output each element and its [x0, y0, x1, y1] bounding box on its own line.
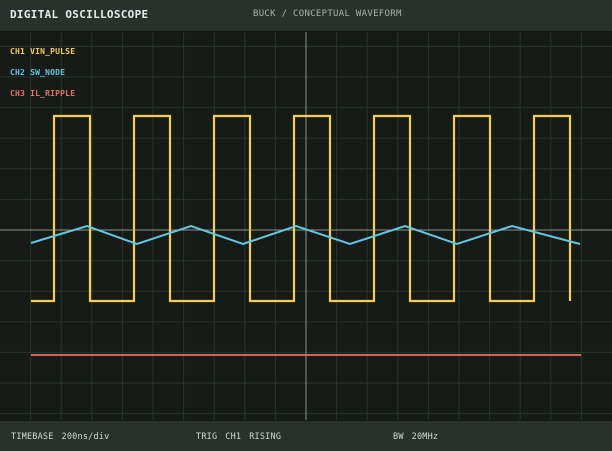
- trigger-channel: CH1: [225, 432, 242, 442]
- status-bar: TIMEBASE 200ns/div TRIG CH1 RISING BW 20MHz: [0, 420, 612, 451]
- trigger-label: TRIG: [196, 432, 218, 442]
- trace-ch2: [30, 224, 581, 246]
- bandwidth-value: 20MHz: [411, 432, 439, 442]
- trigger-readout[interactable]: TRIG CH1 RISING: [196, 432, 281, 442]
- bandwidth-readout[interactable]: BW 20MHz: [393, 432, 438, 442]
- app-title: DIGITAL OSCILLOSCOPE: [10, 8, 149, 21]
- timebase-label: TIMEBASE: [11, 432, 54, 442]
- timebase-value: 200ns/div: [61, 432, 110, 442]
- title-bar: DIGITAL OSCILLOSCOPE BUCK / CONCEPTUAL W…: [0, 0, 612, 32]
- scope-display[interactable]: CH1 VIN_PULSE CH2 SW_NODE CH3 IL_RIPPLE: [0, 32, 612, 420]
- waveform-subtitle: BUCK / CONCEPTUAL WAVEFORM: [253, 9, 402, 19]
- waveform-canvas: [0, 32, 612, 420]
- bandwidth-label: BW: [393, 432, 404, 442]
- timebase-readout[interactable]: TIMEBASE 200ns/div: [11, 432, 109, 442]
- legend-ch2[interactable]: CH2 SW_NODE: [10, 68, 66, 77]
- legend-ch1[interactable]: CH1 VIN_PULSE: [10, 47, 76, 56]
- trigger-edge: RISING: [249, 432, 282, 442]
- trace-layer: [30, 114, 581, 356]
- trace-ch1: [31, 114, 572, 303]
- legend-ch3[interactable]: CH3 IL_RIPPLE: [10, 89, 76, 98]
